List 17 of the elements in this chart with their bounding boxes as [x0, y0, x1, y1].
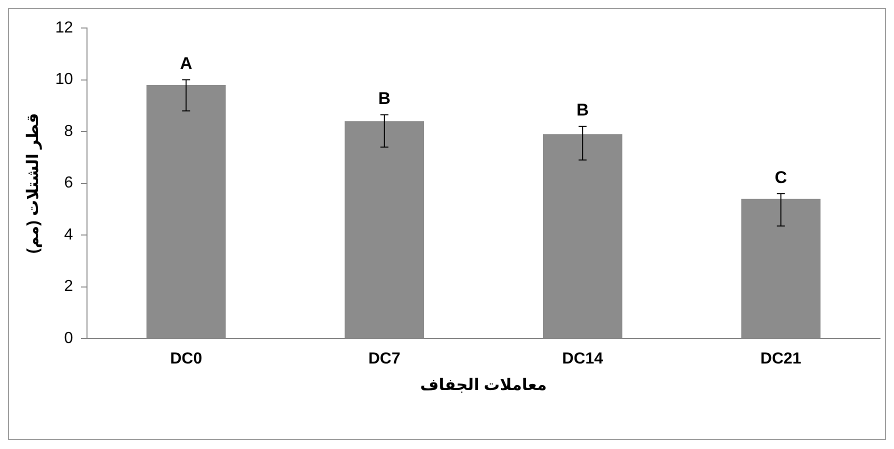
y-tick-label: 4 — [64, 226, 74, 244]
annotation: B — [576, 100, 589, 120]
y-tick-label: 8 — [64, 122, 74, 140]
annotation: C — [774, 168, 788, 187]
y-tick-label: 12 — [55, 19, 74, 36]
x-axis-title: معاملات الجفاف — [420, 376, 547, 394]
y-tick-label: 2 — [64, 278, 74, 296]
x-tick-label: DC7 — [368, 350, 400, 368]
y-tick-label: 0 — [64, 330, 74, 348]
x-tick-label: DC21 — [760, 350, 802, 368]
x-tick-label: DC0 — [170, 350, 202, 368]
y-tick-label: 10 — [55, 71, 74, 88]
y-axis-title: قطر الشتلات (مم) — [25, 113, 42, 254]
y-tick-label: 6 — [64, 174, 74, 192]
annotation: A — [180, 54, 192, 73]
annotation: B — [378, 88, 391, 108]
x-tick-label: DC14 — [562, 350, 604, 368]
